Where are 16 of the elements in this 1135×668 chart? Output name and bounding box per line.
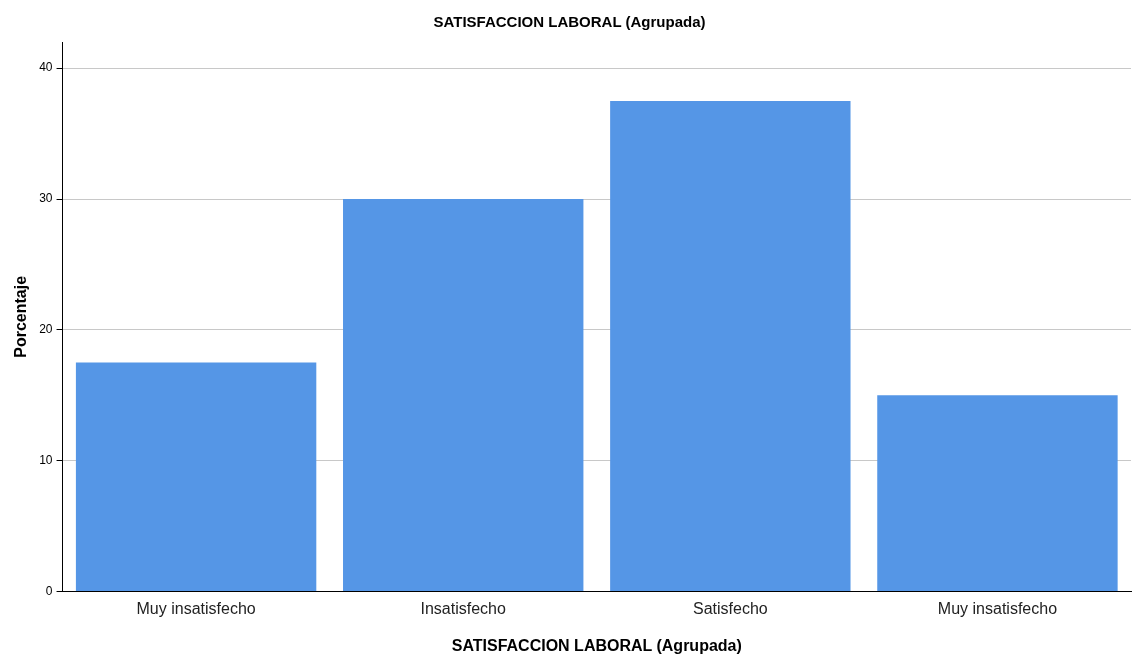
bar — [75, 362, 317, 592]
x-tick-label: Muy insatisfecho — [937, 599, 1058, 617]
bar — [610, 100, 851, 592]
y-tick-label: 0 — [45, 583, 53, 598]
x-tick-label: Satisfecho — [692, 599, 768, 617]
bar — [343, 199, 584, 592]
x-axis-title: SATISFACCION LABORAL (Agrupada) — [451, 636, 742, 654]
y-axis-title: Porcentaje — [12, 275, 30, 358]
y-tick-label: 30 — [39, 191, 53, 206]
chart-title: SATISFACCION LABORAL (Agrupada) — [433, 13, 706, 31]
x-tick-label: Muy insatisfecho — [136, 599, 256, 617]
x-tick-label: Insatisfecho — [420, 599, 507, 617]
bar — [877, 395, 1118, 592]
y-tick-label: 20 — [39, 322, 53, 337]
y-tick-label: 40 — [39, 60, 53, 75]
y-tick-label: 10 — [39, 453, 53, 468]
